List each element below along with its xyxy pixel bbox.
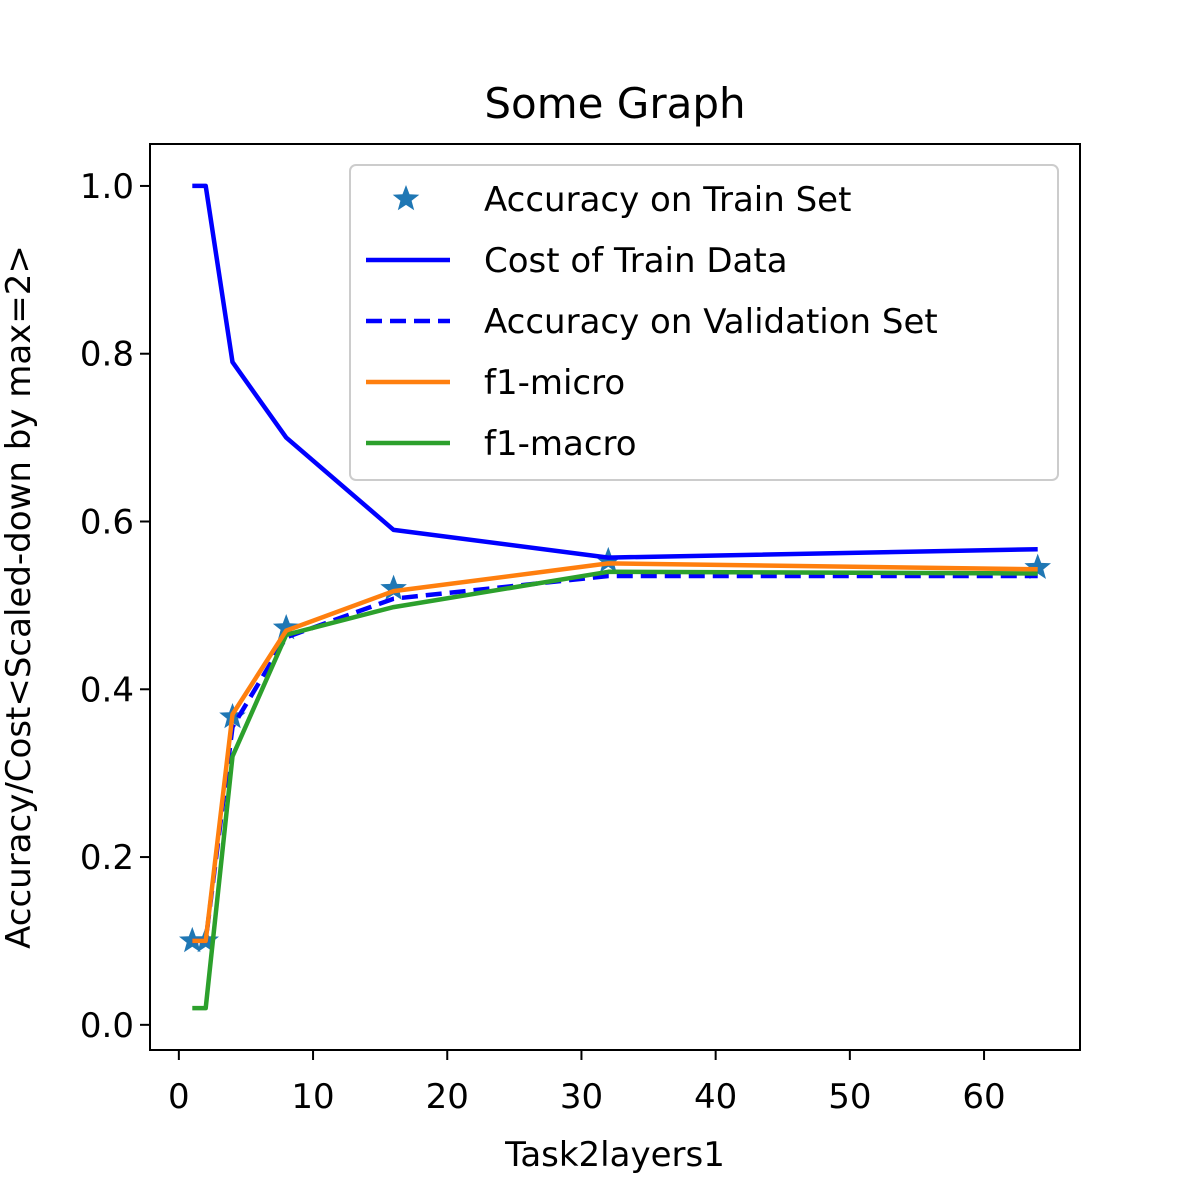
x-tick-label: 40	[694, 1077, 737, 1117]
y-tick-label: 0.2	[80, 838, 134, 878]
y-tick-label: 0.0	[80, 1006, 134, 1046]
legend-box	[349, 164, 1059, 481]
legend-label: Accuracy on Validation Set	[484, 302, 938, 342]
x-tick-label: 50	[828, 1077, 871, 1117]
legend-marker-star	[392, 185, 420, 211]
y-tick-label: 0.4	[80, 670, 134, 710]
legend-label: Cost of Train Data	[484, 241, 788, 281]
x-tick-label: 30	[560, 1077, 603, 1117]
x-axis: 0 10 20 30 40 50 60	[168, 1050, 1006, 1117]
y-tick-label: 0.6	[80, 503, 134, 543]
chart-title: Some Graph	[484, 79, 745, 128]
series-layer	[179, 183, 1051, 1011]
legend: Accuracy on Train Set Cost of Train Data A…	[349, 164, 1059, 481]
x-tick-label: 20	[426, 1077, 469, 1117]
legend-label: f1-micro	[484, 363, 625, 403]
x-tick-label: 0	[168, 1077, 190, 1117]
cost-of-train-data-line	[192, 183, 1038, 560]
train-accuracy-point	[1024, 553, 1051, 579]
y-axis: 0.0 0.2 0.4 0.6 0.8 1.0	[80, 167, 150, 1046]
train-accuracy-point	[380, 574, 407, 600]
legend-label: f1-macro	[484, 424, 637, 464]
x-tick-label: 10	[291, 1077, 334, 1117]
legend-label: Accuracy on Train Set	[484, 180, 851, 220]
accuracy-on-validation-set-line	[192, 573, 1038, 944]
y-axis-label: Accuracy/Cost<Scaled-down by max=2>	[0, 245, 39, 949]
f1-micro-line	[192, 561, 1038, 944]
train-accuracy-point	[272, 614, 300, 640]
f1-macro-line	[192, 569, 1038, 1011]
x-tick-label: 60	[962, 1077, 1005, 1117]
y-tick-label: 1.0	[80, 167, 134, 207]
y-tick-label: 0.8	[80, 335, 134, 375]
plot-frame	[149, 143, 1081, 1051]
x-axis-label: Task2layers1	[504, 1135, 725, 1175]
